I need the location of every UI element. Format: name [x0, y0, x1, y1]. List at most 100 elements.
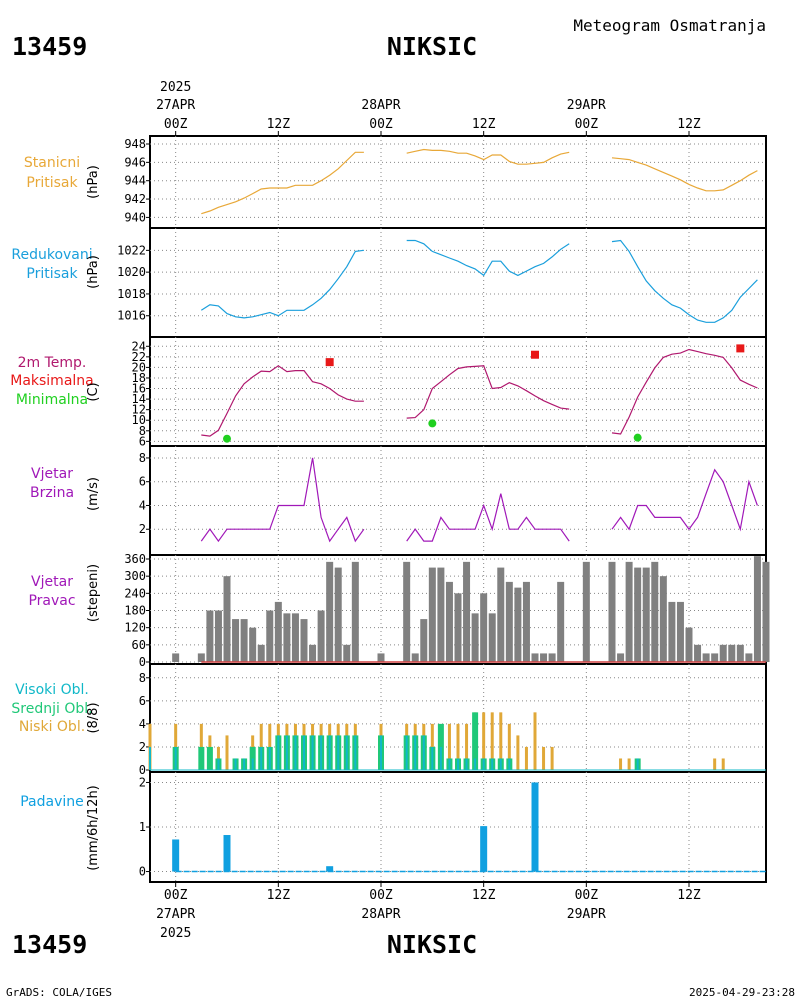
- direction-bar: [694, 644, 702, 662]
- temperature-frame: [149, 336, 767, 447]
- high-cloud-bar: [234, 758, 237, 770]
- temperature-ytick-label: 12: [132, 403, 146, 417]
- temperature-ytick-label: 10: [132, 413, 146, 427]
- direction-bar: [736, 644, 744, 662]
- reduced-pressure-ytick-label: 1018: [117, 287, 146, 301]
- reduced-pressure-frame: [149, 227, 767, 338]
- high-cloud-bar: [294, 735, 297, 770]
- clouds-label: Visoki Obl.: [15, 682, 89, 698]
- wind-direction-ytick-label: 60: [132, 638, 146, 652]
- top-axis-hour: 00Z: [575, 117, 599, 132]
- reduced-pressure-ytick-label: 1016: [117, 309, 146, 323]
- tmin-marker: [428, 419, 437, 428]
- bottom-axis-hour: 00Z: [575, 888, 599, 903]
- temperature-line: [201, 365, 364, 437]
- direction-bar: [403, 561, 411, 662]
- bottom-axis-hour: 00Z: [369, 888, 393, 903]
- high-cloud-bar: [303, 735, 305, 770]
- direction-bar: [172, 653, 180, 662]
- temperature-ytick-label: 18: [132, 371, 146, 385]
- direction-bar: [488, 613, 496, 662]
- footer-left: GrADS: COLA/IGES: [6, 986, 112, 999]
- direction-bar: [745, 653, 753, 662]
- direction-bar: [463, 561, 471, 662]
- wind-speed-unit: (m/s): [86, 477, 101, 511]
- low-cloud-bar: [533, 712, 537, 770]
- temperature-ytick-label: 24: [132, 339, 146, 353]
- station-pressure-unit: (hPa): [86, 165, 101, 199]
- station-pressure-ytick-label: 942: [124, 192, 146, 206]
- temperature-label: Minimalna: [16, 392, 88, 408]
- direction-bar: [454, 593, 462, 662]
- high-cloud-bar: [457, 758, 459, 770]
- reduced-pressure-label: Pritisak: [26, 266, 78, 282]
- direction-bar: [557, 581, 565, 662]
- direction-bar: [753, 556, 761, 662]
- top-axis-hour: 00Z: [164, 117, 188, 132]
- high-cloud-bar: [277, 735, 280, 770]
- bottom-axis-hour: 12Z: [472, 888, 496, 903]
- direction-bar: [232, 619, 240, 662]
- temperature-ytick-label: 22: [132, 350, 146, 364]
- station-pressure-label: Stanicni: [24, 155, 80, 171]
- wind-direction-ytick-label: 300: [124, 569, 146, 583]
- low-cloud-bar: [499, 712, 503, 770]
- high-cloud-bar: [328, 735, 331, 770]
- high-cloud-bar: [354, 735, 357, 770]
- direction-bar: [437, 567, 445, 662]
- direction-bar: [206, 610, 214, 662]
- temperature-ytick-label: 8: [139, 424, 146, 438]
- top-axis-hour: 12Z: [267, 117, 291, 132]
- high-cloud-bar: [268, 746, 271, 770]
- station-pressure-line: [201, 151, 364, 215]
- wind-speed-ytick-label: 8: [139, 451, 146, 465]
- direction-bar: [266, 610, 274, 662]
- direction-bar: [659, 576, 667, 662]
- station-pressure-label: Pritisak: [26, 175, 78, 191]
- high-cloud-bar: [217, 758, 220, 770]
- top-axis-hour: 12Z: [472, 117, 496, 132]
- reduced-pressure-line: [611, 239, 758, 323]
- bottom-axis-hour: 12Z: [677, 888, 701, 903]
- wind-direction-label: Vjetar: [31, 574, 73, 590]
- high-cloud-bar: [431, 746, 434, 770]
- station-name-bottom: NIKSIC: [387, 930, 477, 959]
- wind-speed-frame: [149, 445, 767, 556]
- high-cloud-bar: [337, 735, 340, 770]
- direction-bar: [582, 561, 590, 662]
- clouds-ytick-label: 0: [139, 763, 146, 777]
- low-cloud-bar: [721, 758, 725, 770]
- temperature-unit: (C): [86, 382, 101, 401]
- high-cloud-bar: [448, 758, 451, 770]
- precip-bar: [531, 782, 539, 872]
- precip-bar: [326, 866, 334, 872]
- low-cloud-bar: [490, 712, 494, 770]
- direction-bar: [702, 653, 710, 662]
- precip-bar: [223, 835, 231, 872]
- tmax-marker: [531, 350, 539, 359]
- direction-bar: [240, 619, 248, 662]
- direction-bar: [223, 576, 231, 662]
- direction-bar: [471, 613, 479, 662]
- bottom-axis-year: 2025: [160, 926, 191, 941]
- wind-speed-label: Brzina: [30, 485, 74, 501]
- direction-bar: [625, 561, 633, 662]
- high-cloud-bar: [285, 735, 288, 770]
- wind-direction-unit: (stepeni): [86, 564, 101, 622]
- wind-speed-panel: 2 4 6 8 Vjetar Brzina (m/s): [30, 445, 767, 556]
- wind-direction-ytick-label: 120: [124, 621, 146, 635]
- reduced-pressure-line: [406, 239, 570, 277]
- direction-bar: [351, 561, 359, 662]
- high-cloud-bar: [243, 758, 246, 770]
- direction-bar: [514, 587, 522, 662]
- clouds-ytick-label: 4: [139, 717, 146, 731]
- direction-bar: [676, 601, 684, 662]
- low-cloud-bar: [713, 758, 717, 770]
- direction-bar: [719, 644, 727, 662]
- precip-bar: [480, 826, 488, 872]
- clouds-ytick-label: 6: [139, 694, 146, 708]
- direction-bar: [505, 581, 513, 662]
- low-cloud-bar: [627, 758, 631, 770]
- high-cloud-bar: [499, 758, 502, 770]
